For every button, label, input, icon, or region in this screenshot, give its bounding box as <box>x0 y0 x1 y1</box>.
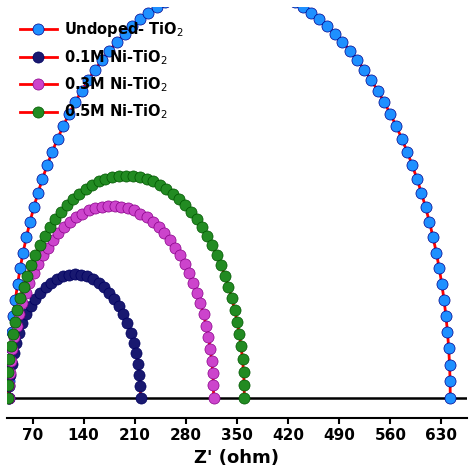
Legend: Undoped- TiO$_2$, 0.1M Ni-TiO$_2$, 0.3M Ni-TiO$_2$, 0.5M Ni-TiO$_2$: Undoped- TiO$_2$, 0.1M Ni-TiO$_2$, 0.3M … <box>14 14 190 127</box>
X-axis label: Z' (ohm): Z' (ohm) <box>194 449 280 467</box>
